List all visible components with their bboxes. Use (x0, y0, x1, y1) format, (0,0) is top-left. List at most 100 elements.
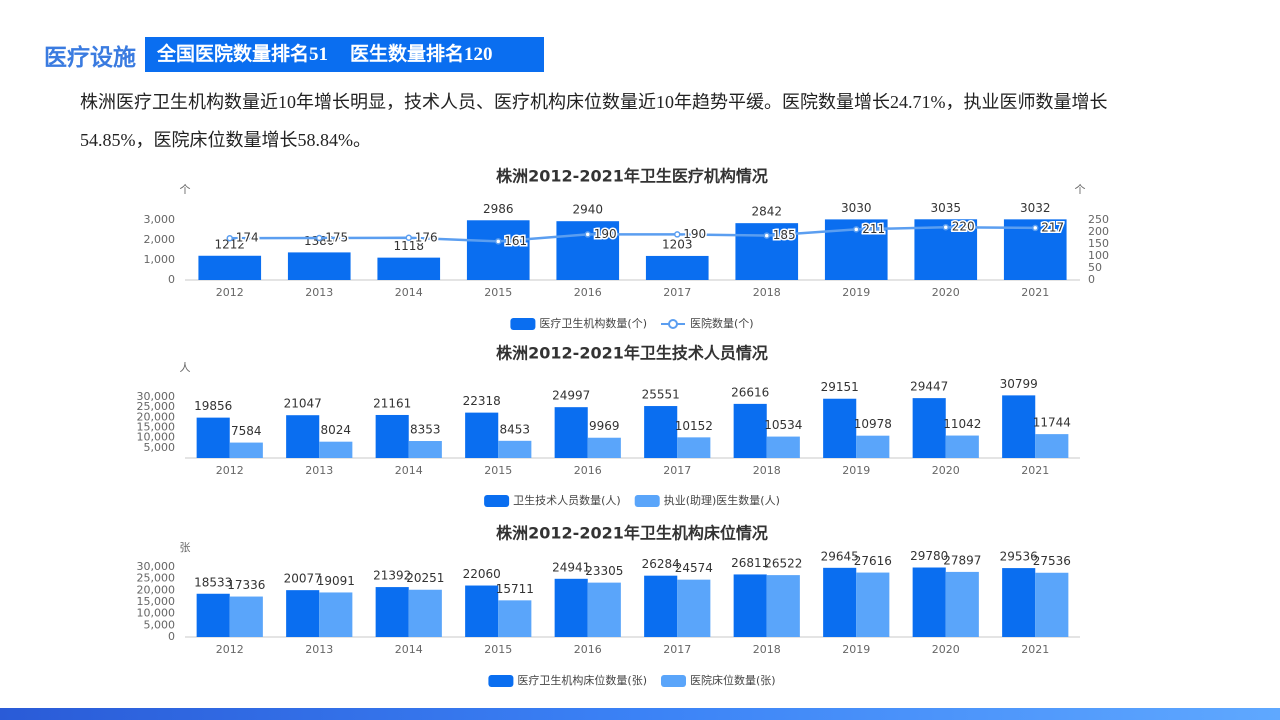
legend-swatch (510, 318, 536, 330)
bar (1002, 568, 1036, 637)
x-tick-label: 2013 (305, 286, 333, 299)
data-label: 20077 (284, 572, 322, 586)
bar (465, 585, 499, 637)
line (229, 225, 1036, 243)
y-tick-label: 1,000 (144, 253, 176, 266)
x-tick-label: 2015 (484, 464, 512, 477)
data-label: 27616 (854, 554, 892, 568)
data-label: 1203 (662, 237, 693, 251)
data-label: 20251 (406, 571, 444, 585)
footer-bar (0, 708, 1280, 720)
y-tick-label: 5,000 (144, 441, 176, 454)
data-label: 175 (325, 231, 348, 245)
y2-tick-label: 50 (1088, 261, 1102, 274)
bar (1035, 572, 1069, 637)
data-label: 29536 (1000, 550, 1038, 564)
data-label: 10534 (764, 418, 802, 432)
y-tick-label: 20,000 (137, 410, 176, 423)
bar (945, 571, 979, 637)
line-point (316, 234, 323, 242)
data-label: 26811 (731, 556, 769, 570)
x-tick-label: 2020 (932, 286, 960, 299)
data-label: 2986 (483, 202, 514, 216)
legend: 医疗卫生机构数量(个) 医院数量(个) (510, 316, 754, 330)
bar (912, 567, 946, 637)
bar (229, 442, 263, 458)
data-label: 29645 (821, 549, 859, 563)
bar (375, 414, 409, 458)
bar (498, 440, 532, 458)
data-label: 190 (594, 227, 617, 241)
line-point (763, 232, 770, 239)
data-label: 26616 (731, 385, 769, 399)
bar (1002, 395, 1036, 458)
y2-axis-unit: 个 (1075, 183, 1086, 196)
data-label: 176 (415, 230, 438, 244)
data-label: 17336 (227, 578, 265, 592)
x-tick-label: 2013 (305, 643, 333, 656)
x-tick-label: 2016 (574, 286, 602, 299)
bar (733, 574, 767, 637)
x-tick-label: 2012 (216, 286, 244, 299)
data-label: 8453 (500, 422, 531, 436)
data-label: 3035 (930, 201, 961, 215)
section-title: 医疗设施 (44, 45, 136, 70)
bar (587, 582, 621, 637)
bar (196, 593, 230, 637)
x-tick-label: 2017 (663, 286, 691, 299)
bar (587, 437, 621, 458)
data-label: 1212 (214, 237, 245, 251)
x-tick-label: 2018 (753, 464, 781, 477)
y-tick-label: 30,000 (137, 560, 176, 573)
data-label: 21047 (284, 397, 322, 411)
data-label: 29151 (821, 380, 859, 394)
bar (198, 255, 262, 280)
badge-text: 全国医院数量排名51 (157, 44, 329, 65)
y-tick-label: 25,000 (137, 572, 176, 585)
bar (912, 398, 946, 458)
bar (823, 567, 857, 637)
data-label: 18533 (194, 575, 232, 589)
chart-title: 株洲2012-2021年卫生医疗机构情况 (496, 167, 768, 186)
data-label: 185 (773, 228, 796, 242)
bar (766, 575, 800, 637)
x-tick-label: 2020 (932, 643, 960, 656)
data-label: 24941 (552, 560, 590, 574)
data-label: 2842 (751, 205, 782, 219)
line-point (674, 231, 681, 238)
data-label: 19856 (194, 399, 232, 413)
legend-label: 医疗卫生机构数量(个) (539, 316, 647, 330)
chart-title: 株洲2012-2021年卫生机构床位情况 (496, 524, 768, 543)
bar (286, 590, 320, 637)
bar (644, 406, 678, 458)
bar (319, 592, 353, 637)
line-point (405, 234, 412, 242)
data-label: 21392 (373, 569, 411, 583)
data-label: 190 (683, 227, 706, 241)
bar (554, 407, 588, 458)
data-label: 3032 (1020, 201, 1051, 215)
line-point (226, 234, 233, 242)
data-label: 26522 (764, 557, 802, 571)
y2-tick-label: 100 (1088, 249, 1109, 262)
data-label: 29447 (910, 380, 948, 394)
line-point (584, 231, 591, 238)
y-tick-label: 3,000 (144, 213, 176, 226)
y-tick-label: 10,000 (137, 431, 176, 444)
x-tick-label: 2018 (753, 643, 781, 656)
line-point (853, 226, 860, 233)
x-tick-label: 2021 (1021, 643, 1049, 656)
legend-label: 医疗卫生机构床位数量(张) (517, 673, 647, 687)
x-tick-label: 2014 (395, 643, 423, 656)
data-label: 7584 (231, 424, 262, 438)
legend: 卫生技术人员数量(人) 执业(助理)医生数量(人) (484, 493, 780, 507)
bar (465, 412, 499, 458)
data-label: 21161 (373, 396, 411, 410)
data-label: 161 (504, 234, 527, 248)
y2-tick-label: 250 (1088, 213, 1109, 226)
y-tick-label: 0 (168, 273, 175, 286)
x-tick-label: 2019 (842, 464, 870, 477)
data-label: 11744 (1033, 416, 1071, 430)
bar (556, 221, 620, 280)
legend: 医疗卫生机构床位数量(张) 医院床位数量(张) (488, 673, 776, 687)
